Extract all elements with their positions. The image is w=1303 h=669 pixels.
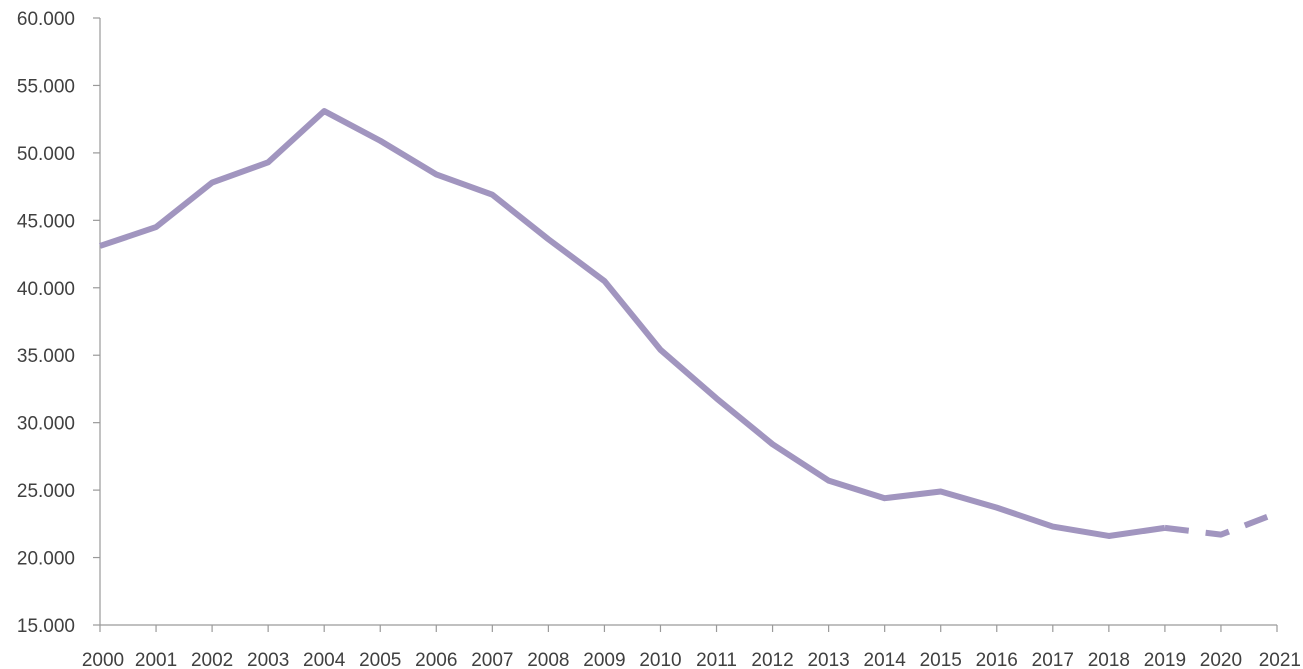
- data-point-2018: [1108, 535, 1109, 536]
- x-tick-label: 2005: [359, 650, 401, 669]
- data-point-2014: [884, 498, 885, 499]
- series-line-solid: [99, 108, 1166, 539]
- data-point-2008: [548, 239, 549, 240]
- x-tick-label: 2002: [191, 650, 233, 669]
- data-point-2015: [940, 491, 941, 492]
- data-point-2004: [324, 111, 325, 112]
- y-tick-label: 15.000: [17, 616, 75, 637]
- x-tick-label: 2017: [1032, 650, 1074, 669]
- data-point-2012: [772, 444, 773, 445]
- data-point-2005: [380, 140, 381, 141]
- x-tick-label: 2020: [1200, 650, 1242, 669]
- x-tick-label: 2001: [135, 650, 177, 669]
- data-point-2009: [604, 281, 605, 282]
- data-point-2002: [212, 182, 213, 183]
- data-point-2017: [1052, 526, 1053, 527]
- series-group: [99, 108, 1279, 539]
- x-tick-label: 2000: [82, 650, 124, 669]
- x-tick-label: 2018: [1088, 650, 1130, 669]
- x-tick-label: 2013: [807, 650, 849, 669]
- y-tick-label: 45.000: [17, 211, 75, 232]
- x-tick-label: 2015: [920, 650, 962, 669]
- data-point-2011: [716, 398, 717, 399]
- series-line-dashed: [1164, 510, 1279, 538]
- x-tick-label: 2003: [247, 650, 289, 669]
- x-tick-label: 2021: [1259, 650, 1301, 669]
- y-tick-label: 40.000: [17, 279, 75, 300]
- y-tick-label: 35.000: [17, 346, 75, 367]
- x-tick-label: 2004: [303, 650, 346, 669]
- x-tick-label: 2010: [639, 650, 681, 669]
- y-tick-label: 25.000: [17, 481, 75, 502]
- y-tick-label: 30.000: [17, 414, 75, 435]
- y-tick-label: 20.000: [17, 549, 75, 570]
- data-point-2010: [660, 349, 661, 350]
- x-tick-label: 2011: [696, 650, 737, 669]
- data-point-2019: [1164, 527, 1165, 528]
- data-point-2003: [268, 162, 269, 163]
- x-tick-label: 2009: [583, 650, 625, 669]
- y-tick-label: 60.000: [17, 9, 75, 30]
- x-tick-label: 2007: [471, 650, 513, 669]
- data-point-2021: [1277, 513, 1278, 514]
- data-point-2006: [436, 174, 437, 175]
- y-tick-label: 55.000: [17, 76, 75, 97]
- data-point-2016: [996, 507, 997, 508]
- data-point-2020: [1220, 534, 1221, 535]
- data-point-2013: [828, 480, 829, 481]
- x-tick-label: 2012: [751, 650, 793, 669]
- data-point-2007: [492, 194, 493, 195]
- x-tick-label: 2008: [527, 650, 569, 669]
- x-tick-label: 2019: [1144, 650, 1186, 669]
- x-tick-label: 2006: [415, 650, 457, 669]
- data-point-2000: [100, 245, 101, 246]
- y-tick-label: 50.000: [17, 144, 75, 165]
- x-tick-label: 2016: [976, 650, 1018, 669]
- data-point-2001: [156, 227, 157, 228]
- y-axis: 15.000 20.000 25.000 30.000 35.000 40.000 45.0…: [17, 9, 101, 637]
- x-tick-label: 2014: [864, 650, 907, 669]
- x-axis: 2000 2001 2002 2003 2004 2005 2006 2007 2008 2009…: [82, 624, 1301, 669]
